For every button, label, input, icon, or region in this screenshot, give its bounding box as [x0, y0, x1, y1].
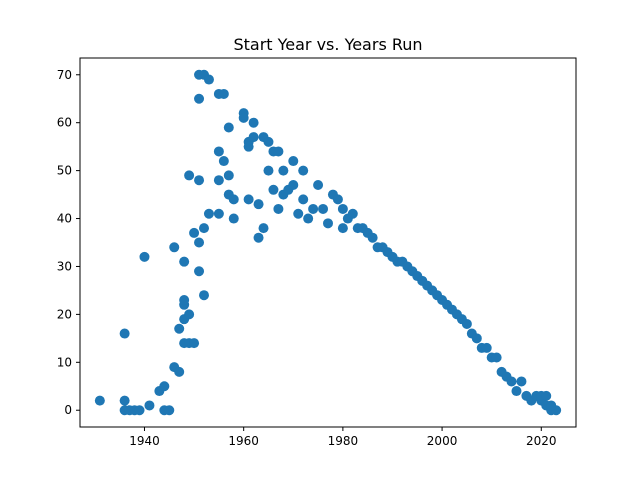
x-tick-label: 1980 — [328, 434, 359, 448]
data-point — [164, 405, 175, 416]
data-point — [218, 88, 229, 99]
data-point — [308, 203, 319, 214]
data-point — [194, 93, 205, 104]
y-tick-label: 0 — [64, 403, 72, 417]
data-point — [318, 203, 329, 214]
data-point — [278, 165, 289, 176]
data-point — [179, 295, 190, 306]
data-point — [263, 165, 274, 176]
data-point — [94, 395, 105, 406]
y-tick-label: 10 — [57, 355, 72, 369]
data-point — [337, 223, 348, 234]
data-point — [273, 146, 284, 157]
plot-area-frame — [79, 57, 577, 428]
data-point — [134, 405, 145, 416]
data-point — [511, 386, 522, 397]
data-point — [258, 223, 269, 234]
chart-title: Start Year vs. Years Run — [233, 35, 422, 54]
data-point — [223, 170, 234, 181]
data-point — [481, 342, 492, 353]
data-point — [174, 366, 185, 377]
data-point — [218, 156, 229, 167]
data-point — [213, 146, 224, 157]
data-point — [184, 170, 195, 181]
axis-ticks: 1940 1960 1980 2000 2020 0 10 20 30 40 50 60 70 — [57, 68, 557, 448]
data-point — [313, 179, 324, 190]
data-point — [203, 208, 214, 219]
data-point — [347, 208, 358, 219]
data-point — [144, 400, 155, 411]
y-tick-label: 20 — [57, 307, 72, 321]
points-layer — [94, 69, 562, 416]
data-point — [194, 266, 205, 277]
x-tick-label: 2000 — [427, 434, 458, 448]
data-point — [194, 175, 205, 186]
data-point — [248, 117, 259, 128]
data-point — [541, 390, 552, 401]
y-tick-label: 50 — [57, 164, 72, 178]
data-point — [491, 352, 502, 363]
data-point — [238, 112, 249, 123]
data-point — [248, 132, 259, 143]
data-point — [184, 309, 195, 320]
data-point — [253, 232, 264, 243]
data-point — [253, 199, 264, 210]
data-point — [199, 290, 209, 301]
data-point — [213, 208, 224, 219]
data-point — [288, 179, 299, 190]
data-point — [303, 213, 314, 224]
data-point — [203, 74, 214, 85]
y-tick-label: 40 — [57, 212, 72, 226]
data-point — [194, 237, 205, 248]
data-point — [189, 338, 200, 349]
x-tick-label: 1960 — [228, 434, 259, 448]
data-point — [174, 323, 185, 334]
y-tick-label: 60 — [57, 116, 72, 130]
data-point — [213, 175, 224, 186]
y-tick-label: 30 — [57, 259, 72, 273]
data-point — [323, 218, 333, 229]
x-tick-label: 1940 — [129, 434, 160, 448]
data-point — [288, 156, 299, 167]
data-point — [263, 136, 274, 147]
data-point — [179, 256, 190, 267]
data-point — [223, 122, 234, 133]
data-point — [139, 251, 150, 262]
data-point — [273, 203, 284, 214]
data-point — [119, 395, 130, 406]
data-point — [199, 223, 209, 234]
data-point — [332, 194, 343, 205]
data-point — [516, 376, 527, 387]
data-point — [169, 242, 180, 253]
data-point — [159, 381, 170, 392]
data-point — [461, 318, 472, 329]
data-point — [228, 213, 239, 224]
data-point — [119, 328, 130, 339]
data-point — [337, 203, 348, 214]
data-point — [243, 194, 254, 205]
data-point — [189, 227, 200, 238]
y-tick-label: 70 — [57, 68, 72, 82]
data-point — [471, 333, 482, 344]
data-point — [546, 400, 557, 411]
data-point — [228, 194, 239, 205]
data-point — [268, 184, 279, 195]
data-point — [506, 376, 517, 387]
x-tick-label: 2020 — [526, 434, 557, 448]
data-point — [293, 208, 304, 219]
data-point — [367, 232, 378, 243]
data-point — [298, 194, 309, 205]
data-point — [243, 141, 254, 152]
data-point — [298, 165, 309, 176]
